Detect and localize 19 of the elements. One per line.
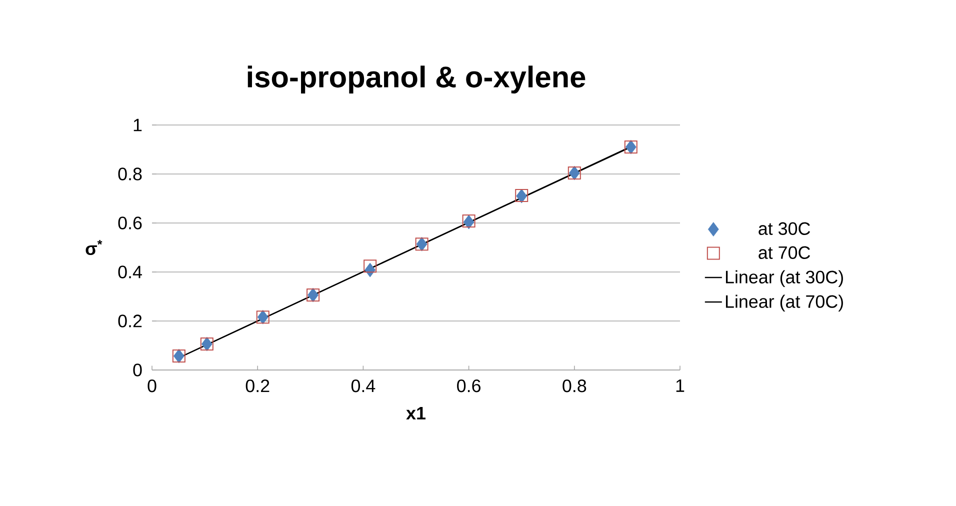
y-tick-label: 0.6: [118, 216, 142, 230]
y-tick-label: 0: [133, 364, 142, 376]
x-tick-label: 1: [676, 380, 684, 392]
y-tick-label: 0.4: [118, 266, 142, 278]
chart-title: iso-propanol & o-xylene: [248, 66, 586, 94]
x-tick-label: 0.8: [562, 380, 586, 392]
legend-label: at 70C: [758, 246, 810, 259]
x-tick-label: 0.4: [351, 380, 376, 392]
y-tick-label: 0.8: [118, 168, 142, 180]
x-axis-title: x1: [406, 407, 426, 420]
y-tick-label: 1: [134, 118, 142, 132]
legend-label: Linear (at 70C): [726, 294, 843, 312]
x-tick-label: 0.6: [457, 380, 480, 392]
y-tick-label: 0.2: [118, 314, 142, 328]
legend-label: at 30C: [758, 222, 810, 235]
y-axis-title: σ$^{*}$: [86, 240, 102, 256]
legend-label: Linear (at 30C): [726, 270, 843, 287]
x-tick-label: 0: [148, 380, 156, 392]
x-tick-label: 0.2: [246, 380, 270, 392]
